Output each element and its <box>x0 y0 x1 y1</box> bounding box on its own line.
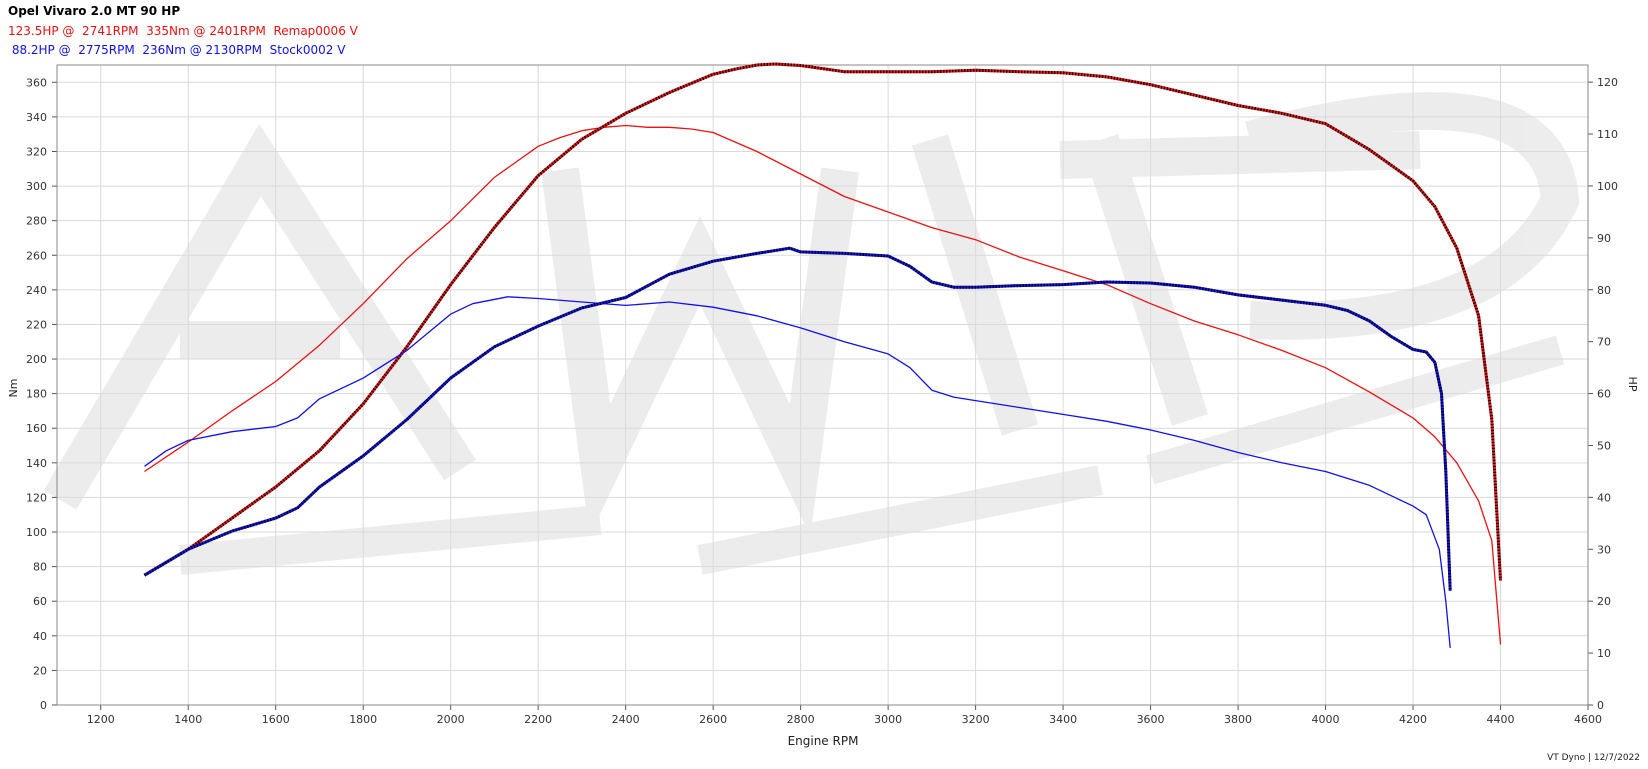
x-tick-label: 3400 <box>1049 713 1077 726</box>
x-tick-label: 4000 <box>1312 713 1340 726</box>
y-tick-label: 240 <box>26 284 47 297</box>
y-tick-label: 100 <box>26 526 47 539</box>
y2-tick-label: 70 <box>1597 336 1611 349</box>
y-tick-label: 300 <box>26 180 47 193</box>
series-layer <box>143 62 1502 648</box>
y-tick-label: 340 <box>26 111 47 124</box>
x-tick-label: 4600 <box>1574 713 1602 726</box>
y2-tick-label: 50 <box>1597 439 1611 452</box>
y-tick-label: 40 <box>33 630 47 643</box>
chart-grid <box>57 65 1589 706</box>
x-tick-label: 3000 <box>874 713 902 726</box>
remap-summary: 123.5HP @ 2741RPM 335Nm @ 2401RPM Remap0… <box>8 24 358 38</box>
x-tick-label: 1600 <box>262 713 290 726</box>
y-tick-label: 120 <box>26 491 47 504</box>
y2-tick-label: 10 <box>1597 647 1611 660</box>
y2-tick-label: 120 <box>1597 76 1618 89</box>
y-tick-label: 280 <box>26 215 47 228</box>
stock-summary: 88.2HP @ 2775RPM 236Nm @ 2130RPM Stock00… <box>8 43 346 57</box>
y-tick-label: 0 <box>40 699 47 712</box>
y2-axis-label: HP <box>1626 377 1639 392</box>
y-tick-label: 200 <box>26 353 47 366</box>
chart-axes: 1200 1400 1600 1800 2000 2200 2400 2600 2800 3000… <box>26 64 1618 726</box>
y2-tick-label: 80 <box>1597 284 1611 297</box>
x-tick-label: 2200 <box>524 713 552 726</box>
x-tick-label: 2400 <box>612 713 640 726</box>
y2-tick-label: 30 <box>1597 543 1611 556</box>
series-remap0006-torque <box>144 124 1502 645</box>
chart-title: Opel Vivaro 2.0 MT 90 HP <box>8 4 181 18</box>
y2-tick-label: 100 <box>1597 180 1618 193</box>
y2-tick-label: 110 <box>1597 128 1618 141</box>
x-tick-label: 2000 <box>437 713 465 726</box>
y2-tick-label: 40 <box>1597 491 1611 504</box>
y-tick-label: 160 <box>26 422 47 435</box>
y-tick-label: 360 <box>26 76 47 89</box>
x-tick-label: 2800 <box>787 713 815 726</box>
y-tick-label: 80 <box>33 561 47 574</box>
x-tick-label: 1200 <box>87 713 115 726</box>
x-tick-label: 1400 <box>174 713 202 726</box>
y-tick-label: 60 <box>33 595 47 608</box>
x-tick-label: 3200 <box>962 713 990 726</box>
x-tick-label: 2600 <box>699 713 727 726</box>
footer-stamp: VT Dyno | 12/7/2022 <box>1547 753 1640 763</box>
y2-tick-label: 20 <box>1597 595 1611 608</box>
y-tick-label: 140 <box>26 457 47 470</box>
y-tick-label: 220 <box>26 318 47 331</box>
y-axis-label: Nm <box>7 379 20 398</box>
series-stock0002-torque <box>144 296 1451 648</box>
x-tick-label: 3600 <box>1137 713 1165 726</box>
y-tick-label: 180 <box>26 388 47 401</box>
y-tick-label: 260 <box>26 249 47 262</box>
y2-tick-label: 90 <box>1597 232 1611 245</box>
y-tick-label: 320 <box>26 145 47 158</box>
y2-tick-label: 60 <box>1597 388 1611 401</box>
plot-frame <box>56 64 1589 706</box>
x-tick-label: 1800 <box>349 713 377 726</box>
x-axis-label: Engine RPM <box>788 734 859 748</box>
series-stock0002-power-dots <box>143 246 1452 591</box>
x-tick-label: 3800 <box>1224 713 1252 726</box>
y-tick-label: 20 <box>33 664 47 677</box>
series-remap0006-power-dots <box>143 62 1502 581</box>
x-tick-label: 4200 <box>1399 713 1427 726</box>
y2-tick-label: 0 <box>1597 699 1604 712</box>
x-tick-label: 4400 <box>1487 713 1515 726</box>
